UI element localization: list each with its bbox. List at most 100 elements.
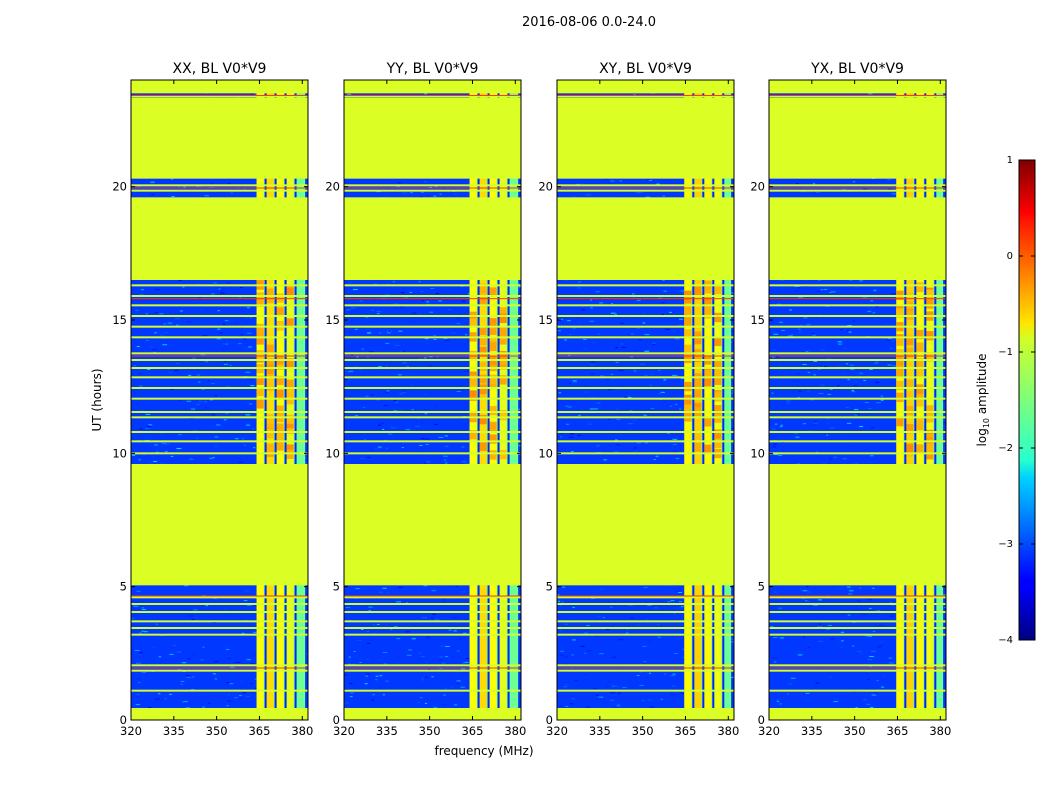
heatmap-noise-pixel — [518, 286, 521, 288]
heatmap-noise-pixel — [426, 195, 430, 197]
heatmap-noise-pixel — [626, 628, 629, 630]
heatmap-noise-pixel — [370, 394, 375, 396]
heatmap-noise-pixel — [204, 685, 209, 687]
heatmap-noise-pixel — [248, 403, 253, 405]
heatmap-noise-pixel — [202, 646, 205, 648]
heatmap-noise-pixel — [614, 313, 617, 315]
heatmap-noise-pixel — [424, 338, 429, 340]
x-tick-label: 335 — [376, 724, 398, 738]
heatmap-noise-pixel — [246, 659, 251, 661]
heatmap-noise-pixel — [887, 364, 892, 366]
heatmap-noise-pixel — [679, 318, 683, 320]
heatmap-noise-pixel — [573, 196, 576, 198]
heatmap-noise-pixel — [419, 196, 423, 198]
heatmap-noise-pixel — [608, 681, 611, 683]
heatmap-noise-pixel — [640, 363, 646, 365]
heatmap-noise-pixel — [830, 291, 836, 293]
heatmap-noise-pixel — [633, 370, 637, 372]
hot-line — [769, 298, 946, 300]
flag-line — [557, 627, 734, 629]
heatmap-noise-pixel — [623, 396, 628, 398]
flag-line — [131, 336, 308, 339]
heatmap-noise-pixel — [159, 313, 164, 315]
rfi-gap — [722, 80, 725, 720]
hot-line — [131, 298, 308, 300]
heatmap-noise-pixel — [379, 659, 383, 661]
heatmap-noise-pixel — [771, 392, 774, 394]
heatmap-noise-pixel — [647, 699, 653, 701]
heatmap-noise-pixel — [633, 450, 638, 452]
heatmap-noise-pixel — [583, 652, 587, 654]
heatmap-noise-pixel — [589, 364, 595, 366]
masked-block — [557, 708, 734, 720]
heatmap-noise-pixel — [644, 610, 648, 612]
heatmap-noise-pixel — [644, 630, 649, 632]
heatmap-noise-pixel — [460, 668, 466, 670]
flag-line — [344, 315, 521, 317]
heatmap-noise-pixel — [401, 392, 406, 394]
heatmap-noise-pixel — [636, 299, 641, 301]
heatmap-noise-pixel — [240, 422, 244, 424]
heatmap-noise-pixel — [198, 297, 202, 299]
heatmap-noise-pixel — [423, 394, 428, 396]
y-tick-label: 10 — [112, 446, 127, 460]
heatmap-noise-pixel — [409, 384, 413, 386]
heatmap-noise-pixel — [430, 287, 435, 289]
rfi-hotspot — [714, 312, 722, 323]
heatmap-noise-pixel — [243, 600, 248, 602]
flag-line — [769, 359, 946, 361]
heatmap-noise-pixel — [139, 428, 143, 430]
flag-line — [769, 304, 946, 307]
heatmap-noise-pixel — [397, 182, 401, 184]
heatmap-noise-pixel — [660, 302, 665, 304]
rfi-hotspot — [916, 342, 924, 352]
heatmap-noise-pixel — [582, 657, 588, 659]
heatmap-noise-pixel — [851, 645, 855, 647]
y-tick-label: 10 — [750, 446, 765, 460]
heatmap-noise-pixel — [409, 291, 413, 293]
heatmap-noise-pixel — [251, 428, 255, 430]
heatmap-noise-pixel — [247, 463, 253, 465]
heatmap-noise-pixel — [864, 635, 870, 637]
heatmap-noise-pixel — [428, 365, 433, 367]
heatmap-noise-pixel — [797, 328, 801, 330]
heatmap-noise-pixel — [396, 185, 400, 187]
heatmap-noise-pixel — [677, 637, 683, 639]
heatmap-noise-pixel — [856, 600, 861, 602]
heatmap-noise-pixel — [656, 183, 660, 185]
heatmap-noise-pixel — [393, 307, 398, 309]
heatmap-noise-pixel — [424, 413, 428, 415]
heatmap-noise-pixel — [391, 427, 397, 429]
heatmap-noise-pixel — [564, 684, 567, 686]
heatmap-noise-pixel — [625, 632, 629, 634]
rfi-gap — [477, 80, 480, 720]
hot-line — [131, 595, 308, 597]
y-tick-label: 0 — [120, 713, 127, 727]
rfi-hotspot — [489, 434, 497, 444]
rfi-hotspot — [499, 449, 507, 460]
heatmap-noise-pixel — [204, 195, 209, 197]
heatmap-noise-pixel — [426, 636, 431, 638]
flag-line — [557, 596, 734, 599]
heatmap-noise-pixel — [412, 320, 415, 322]
hot-line — [769, 94, 946, 96]
heatmap-noise-pixel — [182, 286, 185, 288]
heatmap-noise-pixel — [367, 456, 370, 458]
heatmap-noise-pixel — [136, 590, 141, 592]
heatmap-noise-pixel — [869, 455, 874, 457]
heatmap-noise-pixel — [841, 448, 845, 450]
heatmap-noise-pixel — [226, 705, 229, 707]
y-tick-label: 10 — [538, 446, 553, 460]
flag-line — [769, 387, 946, 389]
heatmap-noise-pixel — [240, 681, 244, 683]
rfi-hotspot — [276, 360, 284, 370]
rfi-hotspot — [896, 367, 904, 377]
heatmap-noise-pixel — [562, 586, 565, 588]
heatmap-noise-pixel — [773, 591, 778, 593]
heatmap-noise-pixel — [853, 409, 859, 411]
heatmap-noise-pixel — [163, 323, 167, 325]
flag-line — [769, 633, 946, 636]
heatmap-noise-pixel — [846, 329, 850, 331]
heatmap-noise-pixel — [196, 382, 201, 384]
heatmap-noise-pixel — [859, 426, 864, 428]
